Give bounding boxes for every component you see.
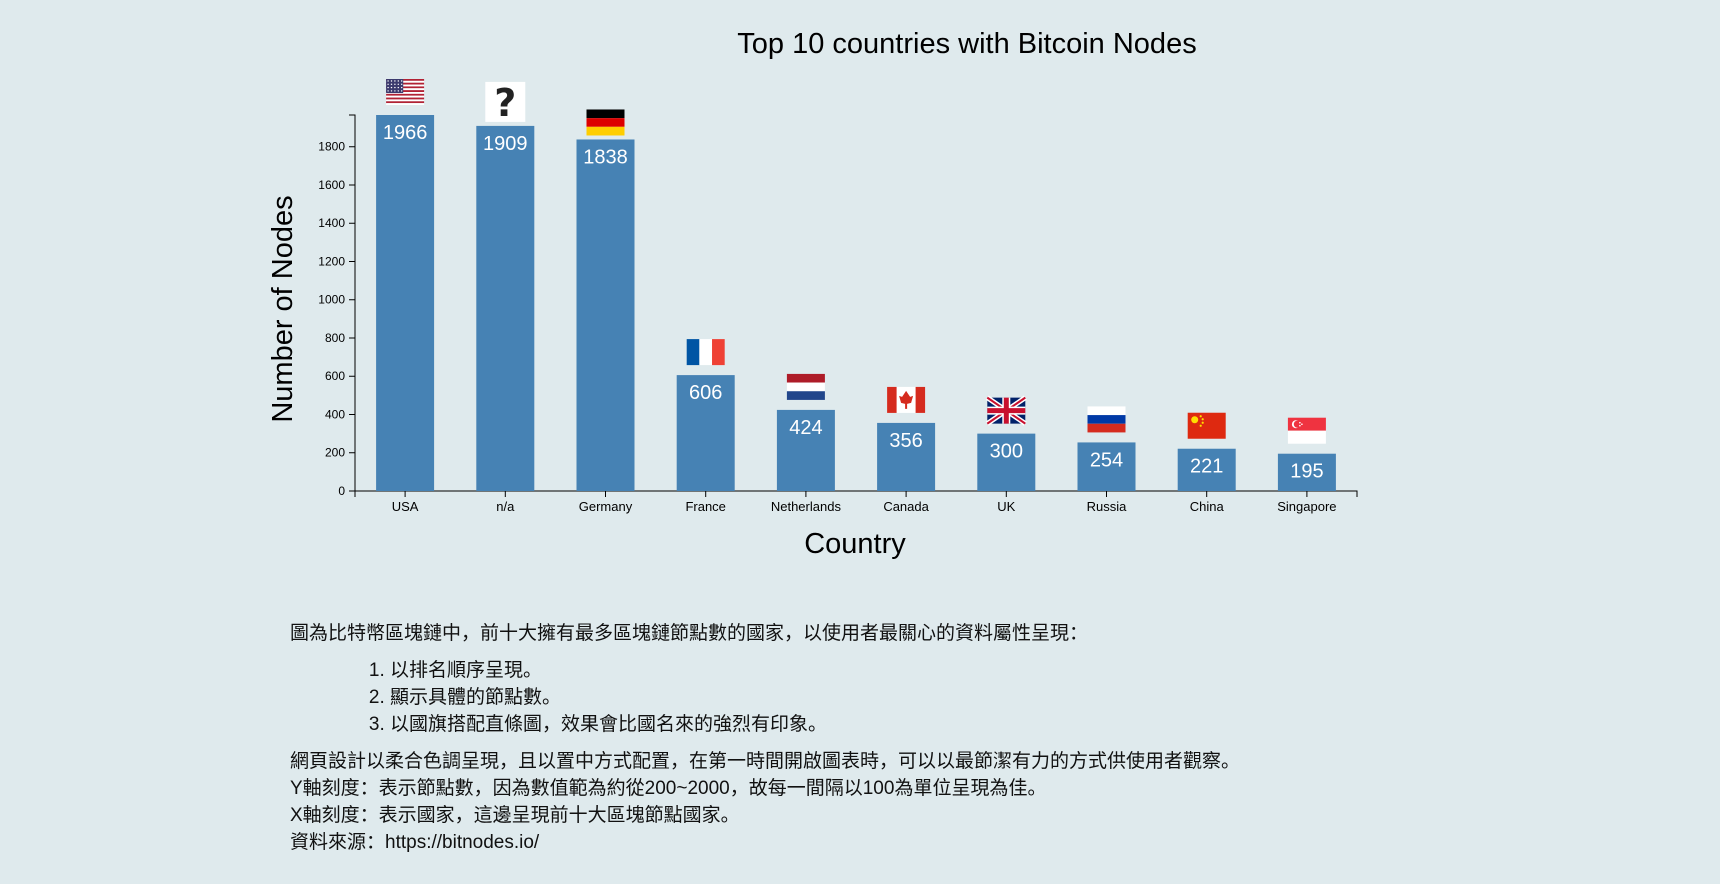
bar-value-label: 1966: [383, 122, 428, 144]
bar-value-label: 1838: [583, 146, 628, 168]
y-tick-label: 0: [338, 484, 345, 498]
description: 圖為比特幣區塊鏈中，前十大擁有最多區塊鏈節點數的國家，以使用者最關心的資料屬性呈…: [290, 620, 1690, 856]
description-point: 顯示具體的節點數。: [390, 684, 1690, 711]
bar-value-label: 356: [889, 430, 922, 452]
canada-flag-icon: [887, 386, 926, 413]
bar: [776, 409, 835, 491]
x-axis-label: Country: [804, 528, 906, 560]
y-tick-label: 1400: [318, 216, 345, 230]
y-tick-label: 1200: [318, 254, 345, 268]
bar: [977, 433, 1036, 491]
description-intro: 圖為比特幣區塊鏈中，前十大擁有最多區塊鏈節點數的國家，以使用者最關心的資料屬性呈…: [290, 623, 1089, 644]
x-tick-label: Singapore: [1277, 499, 1336, 514]
x-tick-label: UK: [997, 499, 1015, 514]
russia-flag-icon: [1087, 406, 1126, 433]
description-points: 以排名順序呈現。 顯示具體的節點數。 以國旗搭配直條圖，效果會比國名來的強烈有印…: [290, 657, 1690, 738]
x-tick-label: Germany: [579, 499, 633, 514]
description-x-axis: X軸刻度：表示國家，這邊呈現前十大區塊節點國家。: [290, 805, 740, 826]
bars-group: 1966 1909 1838 606 424 356 300 254 221 195: [376, 115, 1336, 492]
x-tick-label: USA: [392, 499, 419, 514]
flags-group: ?: [386, 79, 1326, 444]
bar-value-label: 424: [789, 417, 822, 439]
y-tick-label: 200: [325, 446, 345, 460]
uk-flag-icon: [985, 395, 1027, 426]
x-axis: USA n/a Germany France Netherlands Canada UK Ru…: [354, 490, 1358, 514]
y-tick-label: 1800: [318, 140, 345, 154]
bar: [676, 375, 735, 491]
x-tick-label: Russia: [1087, 499, 1128, 514]
x-tick-label: n/a: [496, 499, 515, 514]
y-axis-label: Number of Nodes: [267, 195, 299, 422]
bar: [1177, 448, 1236, 491]
svg-text:?: ?: [494, 81, 516, 125]
description-source: 資料來源：https://bitnodes.io/: [290, 832, 540, 853]
bar: [877, 422, 936, 491]
netherlands-flag-icon: [786, 373, 825, 400]
bar-value-label: 254: [1090, 449, 1123, 471]
description-design: 網頁設計以柔合色調呈現，且以置中方式配置，在第一時間開啟圖表時，可以以最節潔有力…: [290, 751, 1241, 772]
description-y-axis: Y軸刻度：表示節點數，因為數值範為約從200~2000，故每一間隔以100為單位…: [290, 778, 1047, 799]
y-tick-label: 1600: [318, 178, 345, 192]
bar-value-label: 606: [689, 382, 722, 404]
x-tick-label: Netherlands: [771, 499, 842, 514]
us-flag-icon: [386, 79, 425, 105]
x-tick-label: Canada: [883, 499, 929, 514]
chart-title: Top 10 countries with Bitcoin Nodes: [737, 28, 1196, 60]
description-point: 以國旗搭配直條圖，效果會比國名來的強烈有印象。: [390, 711, 1690, 738]
bar-value-label: 195: [1290, 461, 1323, 483]
bar-value-label: 1909: [483, 133, 528, 155]
bar-value-label: 300: [990, 441, 1023, 463]
singapore-flag-icon: [1287, 417, 1326, 444]
bar-value-label: 221: [1190, 456, 1223, 478]
bar: [576, 139, 635, 491]
bar-chart: Top 10 countries with Bitcoin Nodes Numb…: [267, 28, 1358, 560]
bar: [1277, 453, 1336, 491]
x-tick-label: France: [685, 499, 725, 514]
y-tick-label: 400: [325, 407, 345, 421]
x-axis-line: [354, 490, 1358, 497]
germany-flag-icon: [586, 109, 625, 136]
y-tick-label: 800: [325, 331, 345, 345]
bar: [476, 125, 535, 492]
france-flag-icon: [686, 339, 725, 366]
description-point: 以排名順序呈現。: [390, 657, 1690, 684]
y-axis: 0 200 400 600 800 1000 1200 1400 1600 1800: [318, 114, 356, 498]
x-tick-label: China: [1190, 499, 1225, 514]
bar: [376, 115, 435, 491]
bar: [1077, 442, 1136, 491]
y-tick-label: 1000: [318, 293, 345, 307]
y-tick-label: 600: [325, 369, 345, 383]
china-flag-icon: [1187, 412, 1226, 439]
question-mark-icon: ?: [485, 81, 526, 125]
y-axis-line: [349, 114, 356, 492]
